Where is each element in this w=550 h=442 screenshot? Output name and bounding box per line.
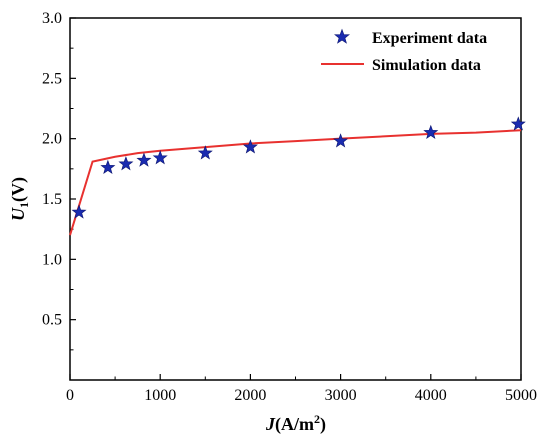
experiment-point [118, 156, 134, 171]
experiment-point [242, 139, 258, 154]
x-tick-label: 5000 [505, 387, 537, 404]
x-tick-label: 0 [66, 387, 74, 404]
y-axis-title-unit: (V) [8, 177, 29, 202]
y-tick-label: 2.5 [42, 70, 62, 87]
experiment-point [510, 116, 526, 131]
series [69, 116, 526, 236]
experiment-point [423, 124, 439, 140]
y-axis-title-main: U [8, 207, 28, 221]
x-axis-title-close: ) [320, 414, 326, 435]
y-axis-title: U1(V) [8, 177, 31, 221]
experiment-point [197, 145, 213, 160]
y-tick-label: 3.0 [42, 10, 62, 27]
x-tick-label: 2000 [234, 387, 266, 404]
x-tick-label: 3000 [325, 387, 357, 404]
experiment-point [136, 152, 152, 167]
legend-label-experiment: Experiment data [372, 30, 487, 47]
axis-ticks: 0 1000 2000 3000 4000 5000 0.5 1.0 1.5 2.0 2.5 3.0 [42, 10, 537, 404]
experiment-point [333, 133, 349, 148]
simulation-line [69, 129, 522, 236]
x-tick-label: 1000 [144, 387, 176, 404]
y-tick-label: 2.0 [42, 131, 62, 148]
y-tick-label: 1.0 [42, 251, 62, 268]
legend-star [334, 28, 350, 44]
x-axis-title-main: J [265, 414, 276, 434]
x-axis-title-sup: 2 [314, 412, 320, 426]
x-tick-label: 4000 [415, 387, 447, 404]
legend-label-simulation: Simulation data [372, 57, 481, 74]
y-axis-title-sub: 1 [17, 202, 31, 208]
x-axis-title: J(A/m2) [265, 412, 326, 435]
y-tick-label: 1.5 [42, 191, 62, 208]
legend: Experiment data Simulation data [321, 28, 487, 74]
experiment-point [152, 150, 168, 165]
experiment-point [100, 159, 116, 174]
x-axis-title-unit: (A/m [275, 414, 314, 435]
experiment-point [71, 204, 87, 219]
legend-star-marker [334, 28, 350, 44]
y-tick-label: 0.5 [42, 312, 62, 329]
